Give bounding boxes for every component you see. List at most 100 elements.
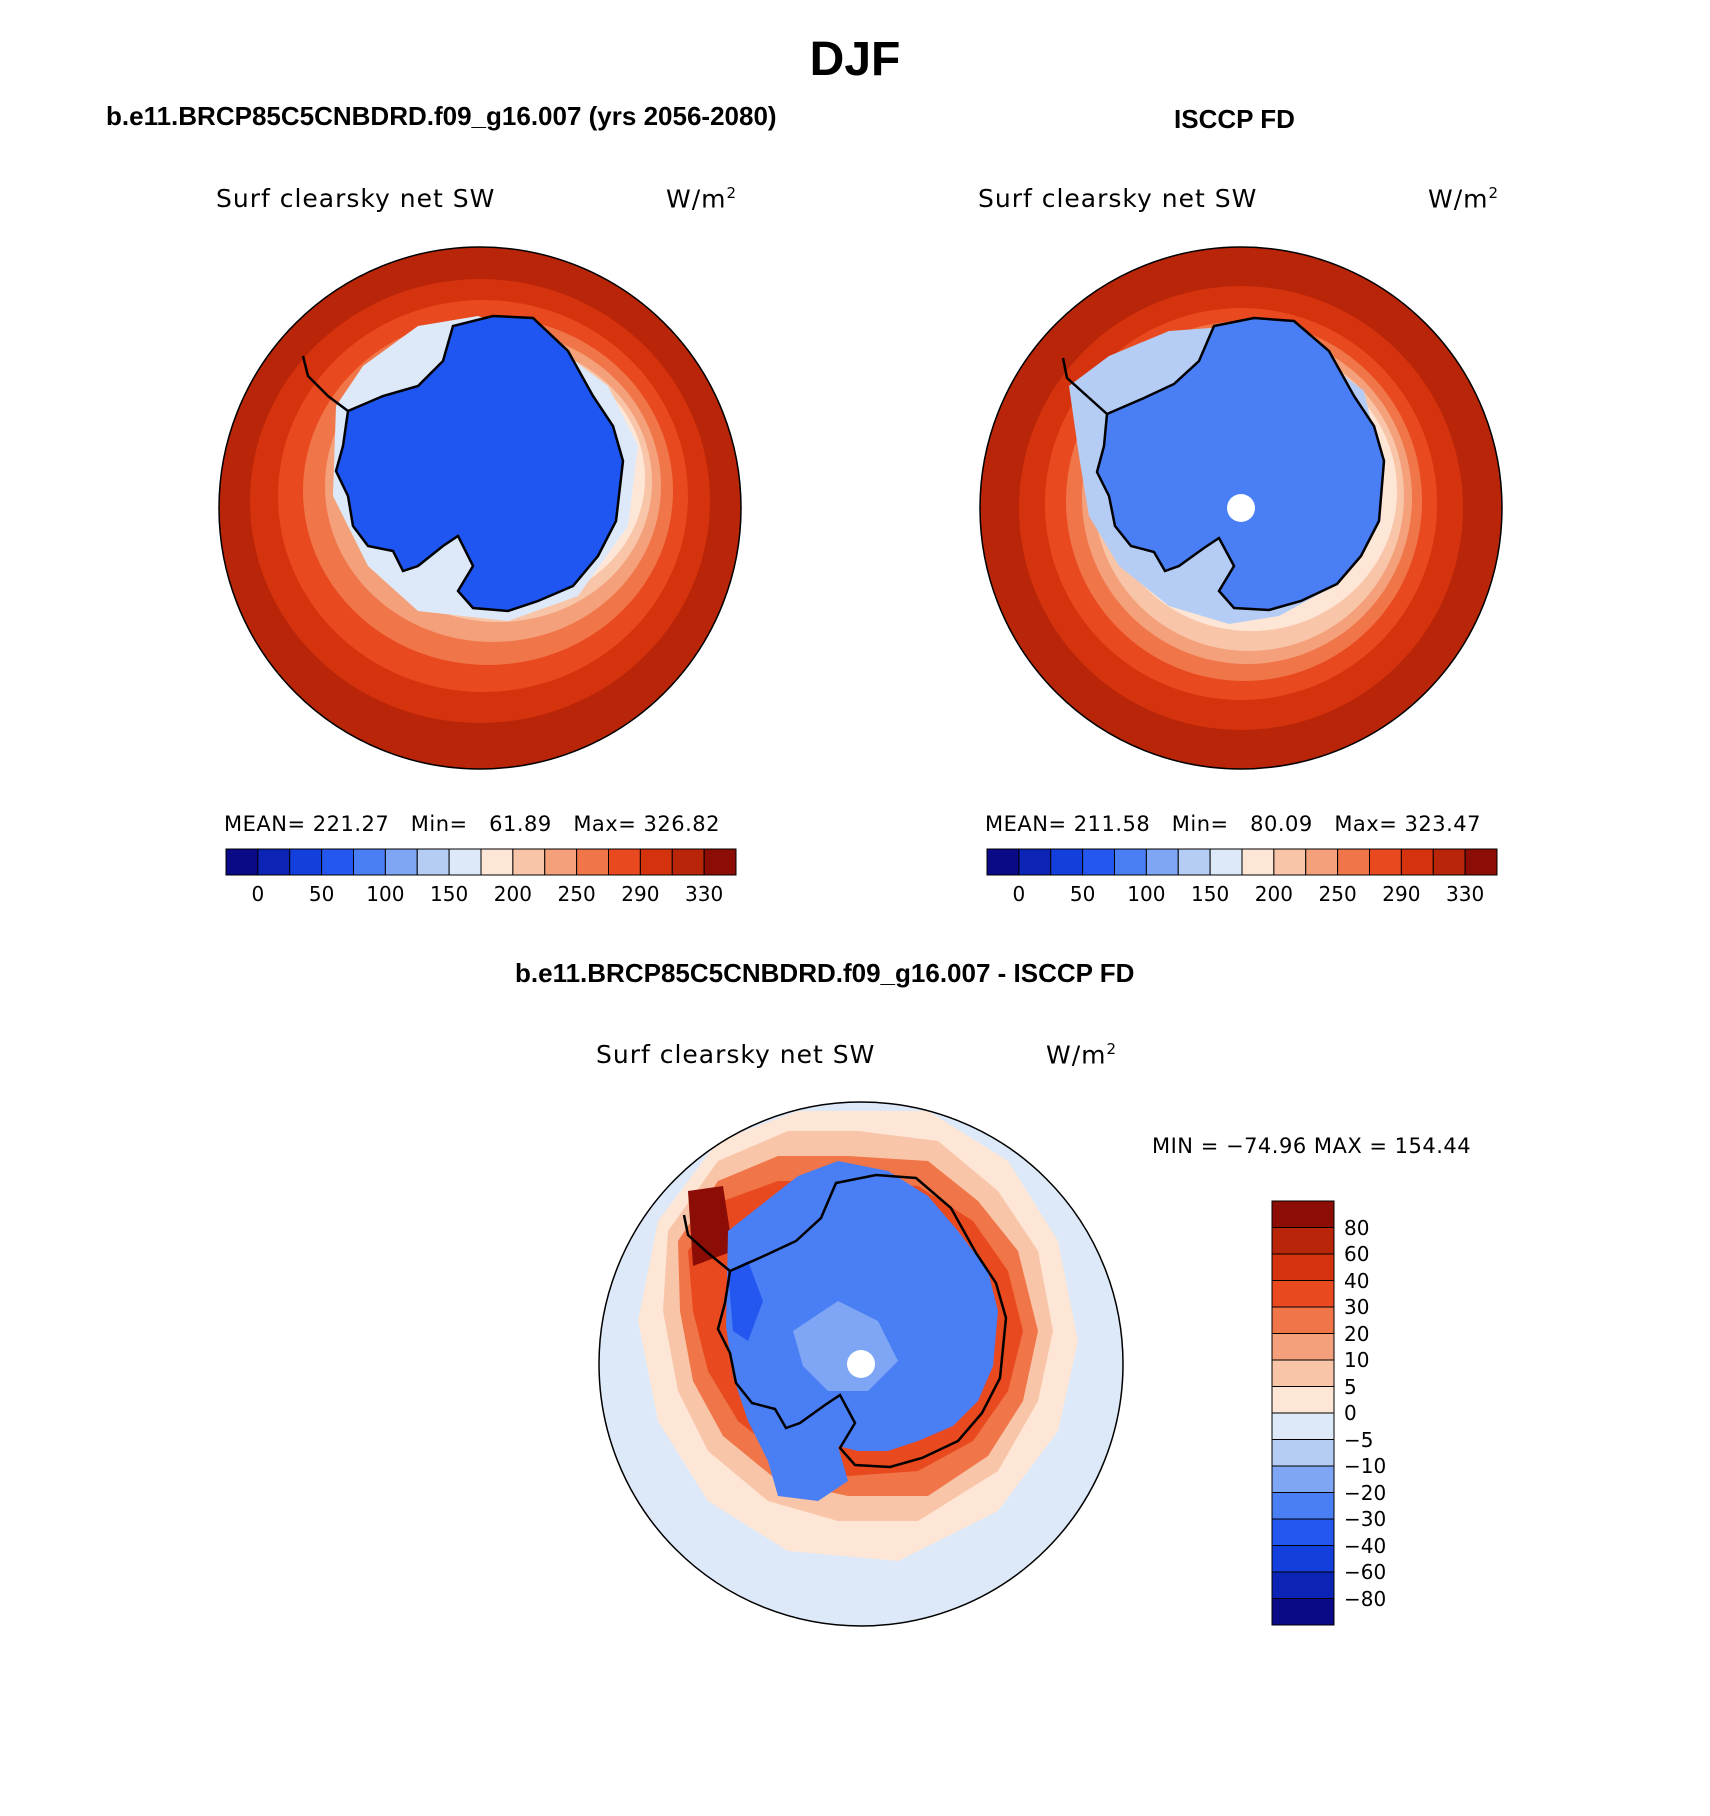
figure-title: DJF xyxy=(809,33,901,86)
diff-colorbar-swatch xyxy=(1271,1333,1335,1361)
colorbar-swatch xyxy=(480,848,514,876)
colorbar-tick-label: 50 xyxy=(308,882,335,906)
colorbar-tick-label: 100 xyxy=(1127,882,1166,906)
diff-colorbar xyxy=(1271,1200,1335,1626)
colorbar-tick-label: 50 xyxy=(1069,882,1096,906)
colorbar-swatch xyxy=(1082,848,1115,876)
colorbar-swatch xyxy=(544,848,578,876)
diff-colorbar-swatch xyxy=(1271,1253,1335,1281)
diff-colorbar-swatch xyxy=(1271,1571,1335,1599)
colorbar-swatch xyxy=(1432,848,1466,876)
diff-colorbar-swatch xyxy=(1271,1598,1335,1626)
diff-colorbar-tick-label: 40 xyxy=(1344,1268,1370,1293)
diff-coastline xyxy=(682,1173,1008,1469)
colorbar-swatch xyxy=(639,848,673,876)
colorbar-tick-label: 150 xyxy=(430,882,469,906)
obs-units-label: W/m2 xyxy=(1428,184,1500,214)
model-stats: MEAN= 221.27 Min= 61.89 Max= 326.82 xyxy=(224,812,720,836)
diff-panel-subtitle: b.e11.BRCP85C5CNBDRD.f09_g16.007 - ISCCP… xyxy=(515,958,1135,988)
colorbar-tick-label: 330 xyxy=(1446,882,1485,906)
colorbar-tick-label: 250 xyxy=(557,882,596,906)
diff-units-label: W/m2 xyxy=(1046,1040,1118,1070)
colorbar-swatch xyxy=(384,848,418,876)
colorbar-tick-label: 200 xyxy=(1254,882,1293,906)
colorbar-tick-label: 100 xyxy=(366,882,405,906)
obs-map-border xyxy=(979,246,1503,770)
colorbar-swatch xyxy=(608,848,641,876)
diff-colorbar-tick-label: −20 xyxy=(1344,1480,1387,1505)
colorbar-tick-label: 290 xyxy=(621,882,660,906)
colorbar-swatch xyxy=(1209,848,1243,876)
colorbar-swatch xyxy=(1305,848,1339,876)
colorbar-swatch xyxy=(1337,848,1370,876)
colorbar-swatch xyxy=(576,848,609,876)
diff-colorbar-swatch xyxy=(1271,1227,1335,1255)
diff-colorbar-tick-label: 60 xyxy=(1344,1242,1370,1266)
colorbar-swatch xyxy=(1241,848,1275,876)
obs-colorbar xyxy=(986,848,1498,876)
diff-strong-negative xyxy=(728,1261,763,1341)
diff-pole-hole xyxy=(847,1350,875,1378)
obs-pole-hole xyxy=(1227,494,1255,522)
colorbar-swatch xyxy=(671,848,705,876)
obs-polar-map xyxy=(979,246,1503,770)
model-colorbar xyxy=(225,848,737,876)
diff-colorbar-swatch xyxy=(1271,1545,1335,1573)
colorbar-swatch xyxy=(225,848,259,876)
colorbar-swatch xyxy=(703,848,737,876)
obs-coastline xyxy=(1061,316,1386,612)
colorbar-swatch xyxy=(512,848,546,876)
diff-colorbar-swatch xyxy=(1271,1492,1335,1520)
colorbar-swatch xyxy=(1145,848,1179,876)
model-polar-map xyxy=(218,246,742,770)
diff-colorbar-tick-label: 0 xyxy=(1344,1401,1357,1425)
colorbar-swatch xyxy=(289,848,323,876)
model-map-border xyxy=(218,246,742,770)
diff-map-border xyxy=(598,1101,1124,1627)
obs-colorbar-labels: 0 50 100 150 200 250 290 330 xyxy=(987,882,1497,910)
diff-colorbar-tick-label: 5 xyxy=(1344,1374,1357,1399)
colorbar-tick-label: 330 xyxy=(685,882,724,906)
diff-colorbar-labels: 80 60 40 30 20 10 5 0 −5 −10 −20 −30 −40 −60 −80 xyxy=(1344,1201,1464,1625)
colorbar-swatch xyxy=(1273,848,1307,876)
colorbar-swatch xyxy=(1050,848,1084,876)
colorbar-swatch xyxy=(986,848,1020,876)
obs-antarctica-land xyxy=(1097,318,1384,610)
colorbar-swatch xyxy=(1177,848,1211,876)
diff-colorbar-swatch xyxy=(1271,1465,1335,1493)
colorbar-swatch xyxy=(1018,848,1052,876)
diff-colorbar-swatch xyxy=(1271,1306,1335,1334)
diff-colorbar-tick-label: −60 xyxy=(1344,1560,1387,1584)
model-coastline xyxy=(301,314,625,613)
diff-colorbar-swatch xyxy=(1271,1359,1335,1387)
colorbar-tick-label: 150 xyxy=(1191,882,1230,906)
diff-minmax: MIN = −74.96 MAX = 154.44 xyxy=(1152,1134,1472,1158)
obs-stats: MEAN= 211.58 Min= 80.09 Max= 323.47 xyxy=(985,812,1481,836)
model-panel-subtitle: b.e11.BRCP85C5CNBDRD.f09_g16.007 (yrs 20… xyxy=(106,101,777,131)
colorbar-swatch xyxy=(1400,848,1434,876)
diff-colorbar-swatch xyxy=(1271,1386,1335,1414)
diff-variable-label: Surf clearsky net SW xyxy=(596,1040,876,1069)
diff-colorbar-swatch xyxy=(1271,1518,1335,1546)
colorbar-tick-label: 0 xyxy=(1012,882,1026,906)
diff-colorbar-swatch xyxy=(1271,1200,1335,1228)
colorbar-tick-label: 290 xyxy=(1382,882,1421,906)
diff-colorbar-tick-label: 20 xyxy=(1344,1321,1370,1346)
diff-polar-map xyxy=(598,1101,1124,1627)
diff-colorbar-tick-label: −40 xyxy=(1344,1533,1387,1558)
diff-colorbar-swatch xyxy=(1271,1439,1335,1467)
obs-panel-subtitle: ISCCP FD xyxy=(1174,104,1295,134)
diff-colorbar-tick-label: −10 xyxy=(1344,1454,1387,1478)
colorbar-swatch xyxy=(1464,848,1498,876)
colorbar-swatch xyxy=(353,848,386,876)
diff-colorbar-tick-label: −5 xyxy=(1344,1427,1374,1452)
colorbar-swatch xyxy=(448,848,482,876)
diff-colorbar-tick-label: −30 xyxy=(1344,1507,1387,1531)
diff-colorbar-swatch xyxy=(1271,1412,1335,1440)
diff-colorbar-tick-label: 30 xyxy=(1344,1295,1370,1319)
colorbar-tick-label: 200 xyxy=(493,882,532,906)
diff-colorbar-swatch xyxy=(1271,1280,1335,1308)
model-units-label: W/m2 xyxy=(666,184,738,214)
diff-colorbar-tick-label: 80 xyxy=(1344,1215,1370,1240)
colorbar-swatch xyxy=(416,848,450,876)
